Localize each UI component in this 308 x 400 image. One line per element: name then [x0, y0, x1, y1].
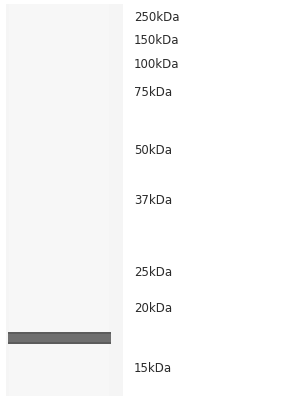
Bar	[6, 4, 123, 396]
Text: 75kDa: 75kDa	[134, 86, 172, 99]
Text: 250kDa: 250kDa	[134, 11, 180, 24]
Bar	[9, 4, 109, 396]
Text: 37kDa: 37kDa	[134, 194, 172, 206]
Bar	[8, 332, 111, 334]
Text: 25kDa: 25kDa	[134, 266, 172, 278]
Text: 50kDa: 50kDa	[134, 144, 172, 156]
Text: 20kDa: 20kDa	[134, 302, 172, 314]
Text: 150kDa: 150kDa	[134, 34, 180, 47]
Bar	[8, 342, 111, 344]
Text: 15kDa: 15kDa	[134, 362, 172, 374]
Text: 100kDa: 100kDa	[134, 58, 180, 70]
Bar	[8, 332, 111, 344]
